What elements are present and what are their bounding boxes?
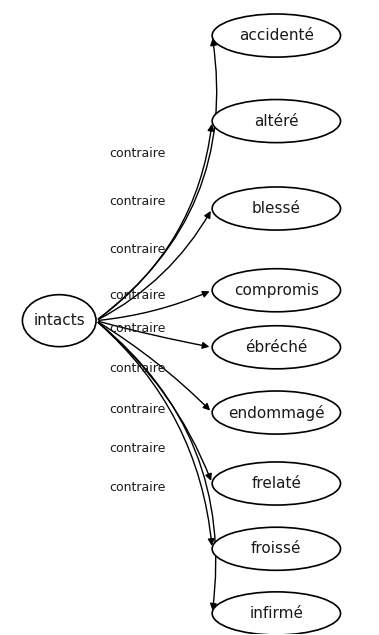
Text: infirmé: infirmé xyxy=(249,606,303,621)
Ellipse shape xyxy=(212,326,341,369)
Ellipse shape xyxy=(212,592,341,635)
Text: contraire: contraire xyxy=(109,481,166,495)
Ellipse shape xyxy=(212,14,341,57)
Text: contraire: contraire xyxy=(109,147,166,160)
Text: accidenté: accidenté xyxy=(239,28,314,43)
Ellipse shape xyxy=(212,527,341,570)
Text: froissé: froissé xyxy=(251,541,302,556)
Text: contraire: contraire xyxy=(109,403,166,416)
Ellipse shape xyxy=(212,100,341,143)
Text: contraire: contraire xyxy=(109,362,166,375)
Text: contraire: contraire xyxy=(109,243,166,257)
Ellipse shape xyxy=(212,462,341,505)
Text: altéré: altéré xyxy=(254,114,299,128)
Text: compromis: compromis xyxy=(234,283,319,298)
Text: contraire: contraire xyxy=(109,289,166,302)
Text: blessé: blessé xyxy=(252,201,301,216)
Text: contraire: contraire xyxy=(109,322,166,335)
Ellipse shape xyxy=(22,295,96,347)
Text: frelaté: frelaté xyxy=(251,476,301,491)
Ellipse shape xyxy=(212,391,341,434)
Ellipse shape xyxy=(212,269,341,312)
Text: ébréché: ébréché xyxy=(245,340,307,355)
Text: contraire: contraire xyxy=(109,196,166,208)
Text: intacts: intacts xyxy=(33,313,85,328)
Text: contraire: contraire xyxy=(109,442,166,455)
Text: endommagé: endommagé xyxy=(228,404,325,420)
Ellipse shape xyxy=(212,187,341,230)
